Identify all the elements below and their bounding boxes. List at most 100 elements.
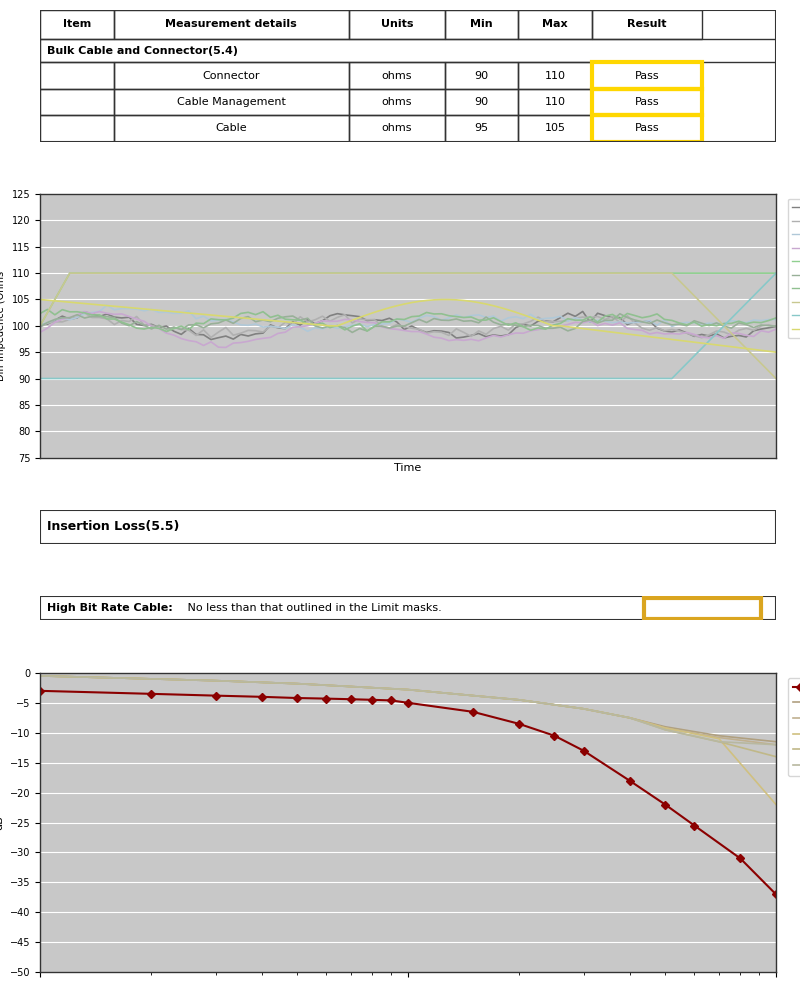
Source L2 [422, 267, 431, 279]
IL_L0 [35, 670, 45, 682]
IL Spec [210, 689, 220, 701]
IL Spec [735, 852, 745, 864]
Sink L0 [482, 331, 491, 343]
Text: 90: 90 [474, 71, 489, 81]
Line: IL_AUX: IL_AUX [40, 676, 776, 744]
IL_L2 [625, 712, 634, 724]
Line: Source L2: Source L2 [40, 273, 776, 378]
Source L0 [177, 324, 186, 336]
Text: ohms: ohms [382, 71, 412, 81]
Source L0 [771, 320, 781, 332]
Source L0 [615, 308, 625, 320]
Sink L3 [771, 323, 781, 335]
IL_AUX [714, 736, 724, 747]
Sink L2 [303, 325, 313, 337]
IL Spec [346, 693, 356, 705]
Sink L1 [80, 307, 90, 319]
Source L3 [35, 372, 45, 384]
Line: Source L0: Source L0 [40, 314, 776, 333]
Source L2 [742, 343, 751, 355]
Source L3 [206, 372, 216, 384]
Sink L3 [726, 327, 736, 339]
Text: Cable: Cable [215, 124, 247, 134]
IL_L0 [714, 730, 724, 741]
Sink L0 [578, 305, 587, 317]
Source L1 [726, 317, 736, 329]
Text: 110: 110 [545, 97, 566, 107]
Sink L1 [422, 327, 431, 339]
IL_AUX [293, 678, 302, 689]
Line: IL Spec: IL Spec [38, 688, 778, 898]
IL_L3 [578, 703, 588, 715]
IL_L0 [514, 694, 523, 706]
Line: Sink L2: Sink L2 [40, 305, 776, 331]
Source Aux [206, 309, 216, 321]
Sink L3 [35, 327, 45, 339]
IL_L0 [578, 703, 588, 715]
IL_L1 [661, 722, 670, 734]
IL_AUX [210, 675, 220, 686]
Text: Bulk Cable and Connector(5.4): Bulk Cable and Connector(5.4) [47, 45, 238, 56]
Line: Source Aux: Source Aux [40, 300, 776, 353]
IL Spec [386, 694, 396, 706]
IL Spec [771, 889, 781, 900]
Text: Pass: Pass [635, 97, 659, 107]
X-axis label: Time: Time [394, 464, 422, 473]
Text: Pass: Pass [635, 71, 659, 81]
Source L1 [430, 308, 439, 320]
IL_AUX [661, 724, 670, 736]
Source L3 [712, 327, 722, 339]
Source L0 [206, 318, 216, 330]
Source L2 [65, 267, 74, 279]
Source Aux [414, 296, 424, 307]
Sink L2 [184, 305, 194, 317]
Line: IL_L0: IL_L0 [40, 676, 776, 741]
Sink L1 [726, 329, 736, 341]
Source Aux [177, 306, 186, 318]
Source L1 [221, 314, 230, 326]
Sink L0 [771, 320, 781, 332]
IL_L0 [403, 683, 413, 695]
IL_L1 [771, 738, 781, 750]
IL Spec [578, 744, 588, 756]
Text: Insertion Loss(5.5): Insertion Loss(5.5) [47, 520, 180, 533]
IL_L3 [514, 694, 523, 706]
IL_L2 [578, 703, 588, 715]
IL_AUX [35, 670, 45, 682]
Sink L2 [214, 314, 223, 326]
IL_AUX [146, 673, 155, 684]
Source L3 [734, 304, 744, 316]
IL_L2 [771, 798, 781, 810]
Text: Result: Result [627, 20, 667, 29]
Sink Aux [482, 267, 491, 279]
Line: Sink L3: Sink L3 [40, 311, 776, 348]
IL_L0 [293, 678, 302, 689]
Source Aux [734, 342, 744, 354]
Text: No less than that outlined in the Limit masks.: No less than that outlined in the Limit … [183, 603, 442, 614]
IL Spec [35, 685, 45, 697]
Legend: Sink L0, Sink L1, Sink L2, Sink L3, Sink Aux, Source L0, Source L1, Source L2, S: Sink L0, Sink L1, Sink L2, Sink L3, Sink… [788, 198, 800, 339]
IL_L2 [403, 683, 413, 695]
FancyBboxPatch shape [643, 597, 762, 619]
IL_L1 [35, 670, 45, 682]
Sink L1 [184, 324, 194, 336]
IL Spec [293, 692, 302, 704]
IL_L2 [35, 670, 45, 682]
Sink L2 [430, 310, 439, 322]
Text: Max: Max [542, 20, 568, 29]
Sink L3 [221, 342, 230, 354]
IL_L3 [210, 675, 220, 686]
Sink L1 [749, 324, 758, 336]
IL_L2 [661, 722, 670, 734]
Line: IL_L3: IL_L3 [40, 676, 776, 757]
Sink L0 [749, 325, 758, 337]
Line: Source L1: Source L1 [40, 309, 776, 332]
IL Spec [661, 798, 670, 810]
IL_L3 [661, 724, 670, 736]
Text: Units: Units [381, 20, 414, 29]
IL_L1 [578, 703, 588, 715]
IL_AUX [578, 703, 588, 715]
IL_L3 [771, 751, 781, 763]
Source Aux [712, 339, 722, 351]
Source L1 [35, 307, 45, 319]
